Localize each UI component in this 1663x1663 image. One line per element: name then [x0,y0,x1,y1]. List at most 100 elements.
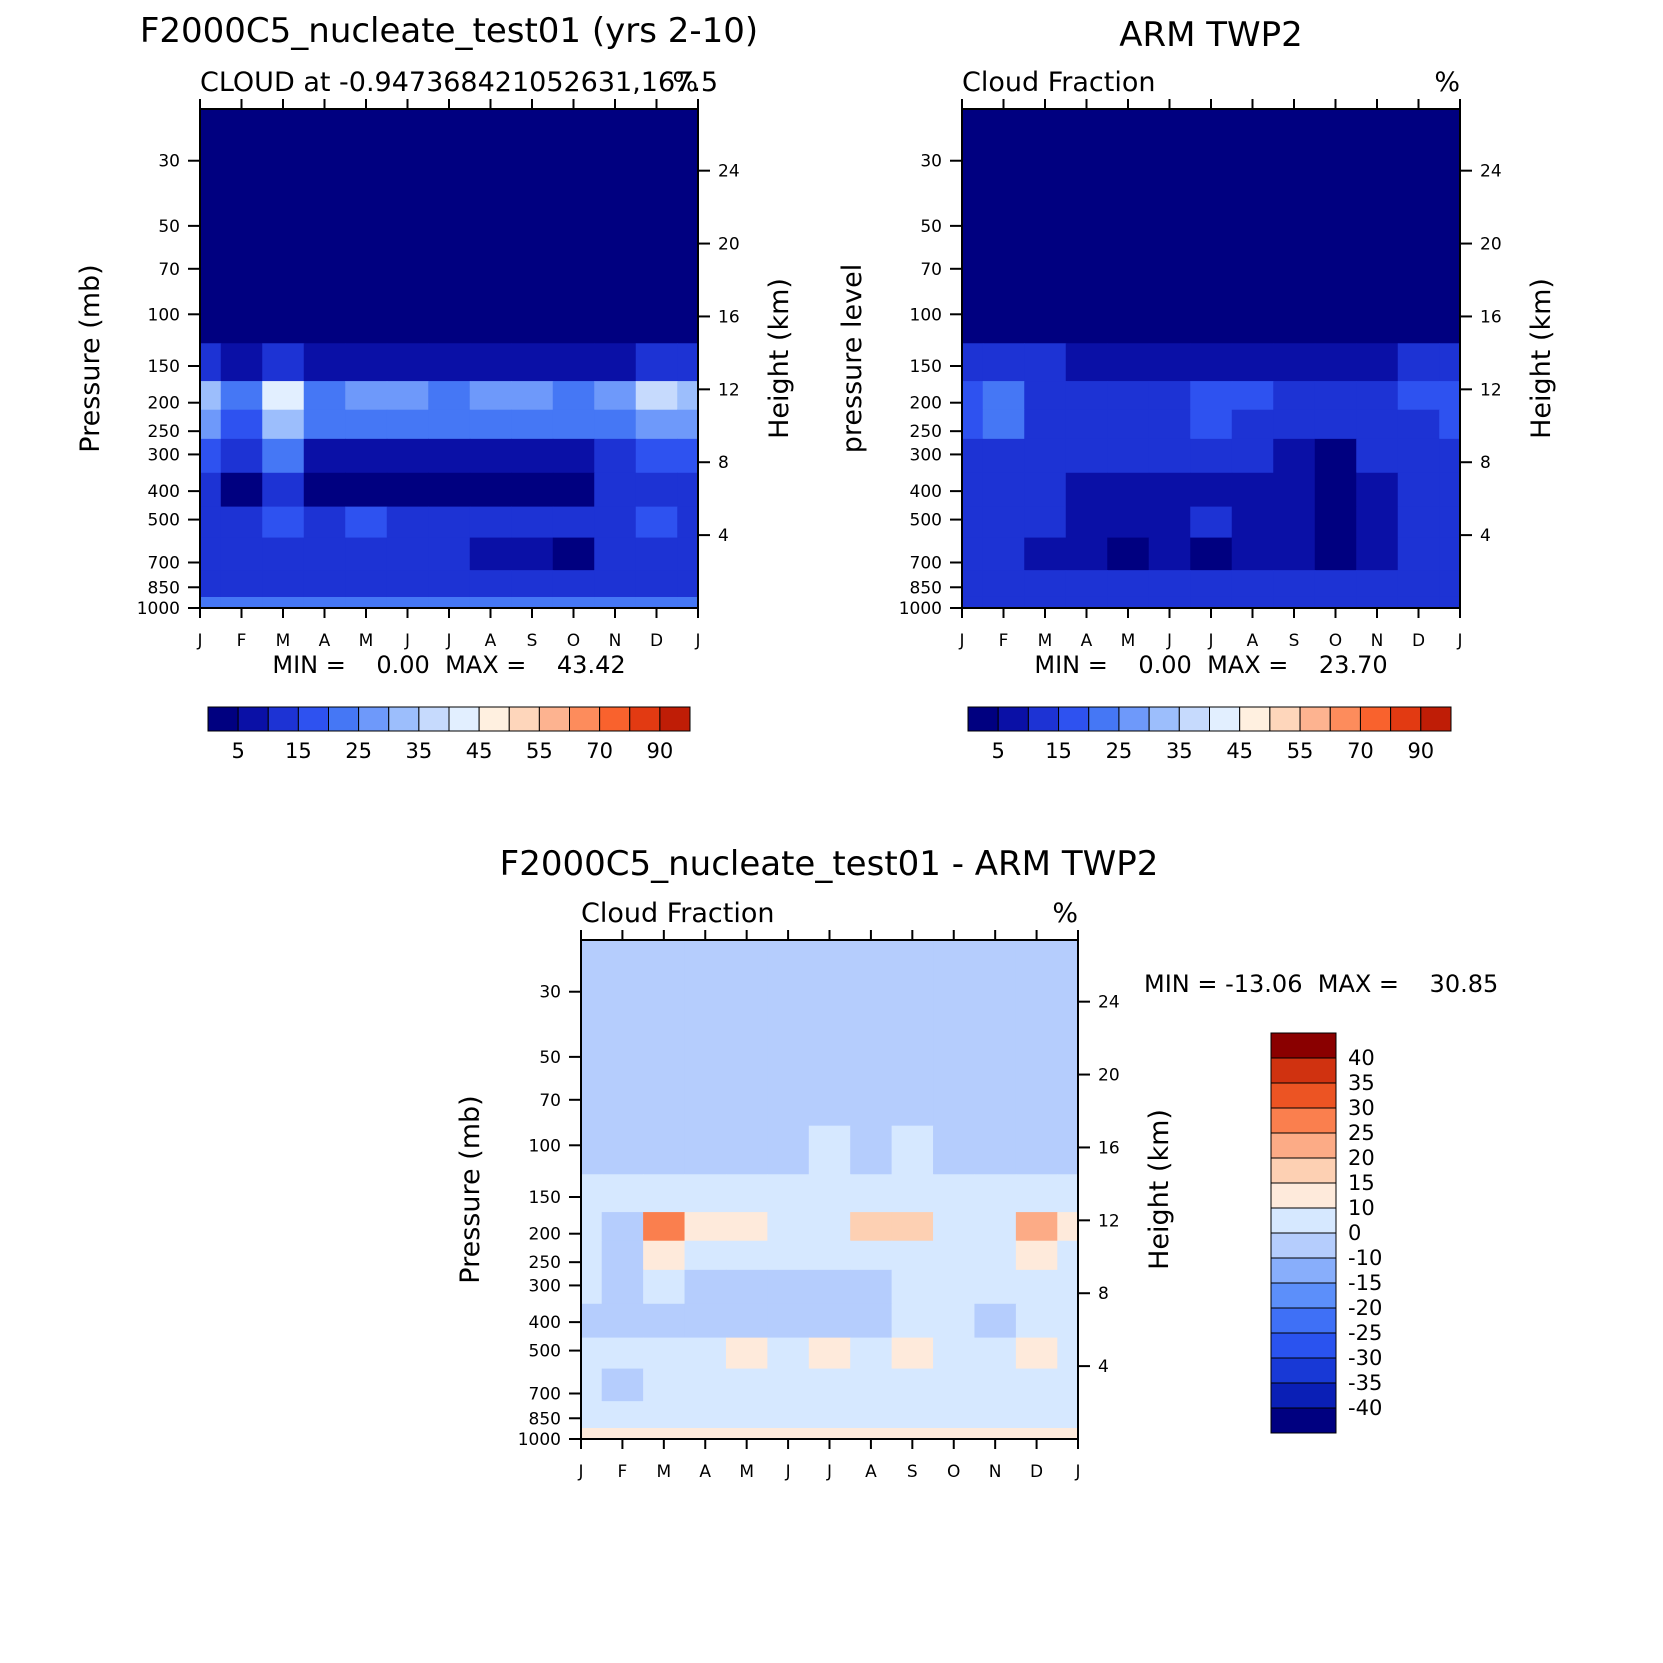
colorbar-box [297,706,329,732]
data-cell [200,438,222,474]
data-cell [1190,472,1233,508]
colorbar-box [1270,1182,1337,1209]
x-tick-label: A [699,1462,711,1482]
data-cell [635,506,678,539]
data-cell [1356,438,1399,474]
y-tick-label: 30 [539,983,561,1003]
data-cell [200,409,222,440]
data-cell [303,472,346,508]
data-cell [891,1427,934,1440]
data-cell [1273,472,1316,508]
data-cell [974,1174,1017,1213]
data-cell [386,167,429,234]
data-cell [1190,537,1233,571]
panel-1: J F M A M J J A S O N D J 30 50 70 100 150 200 250 300 400 500… [75,11,795,763]
data-cell [552,438,595,474]
data-cell [345,596,388,609]
data-cell [1148,570,1191,598]
data-cell [1231,596,1274,609]
data-cell [677,294,699,344]
data-cell [386,233,429,296]
data-cell [581,1368,603,1402]
x-tick-label: F [999,631,1009,651]
data-cell [469,294,512,344]
data-cell [345,506,388,539]
data-cell [1397,294,1440,344]
data-cell [1273,537,1316,571]
data-cell [962,167,984,234]
data-cell [982,596,1025,609]
data-cell [1356,167,1399,234]
colorbar-label: 90 [647,739,674,763]
data-cell [1065,472,1108,508]
data-cell [1314,570,1357,598]
data-cell [677,537,699,571]
y2-tick-label: 8 [1098,1284,1109,1304]
y-tick-label: 30 [158,152,180,172]
data-cell [1439,109,1461,169]
data-cell [428,109,471,169]
data-cell [1107,343,1150,382]
colorbar-box [1270,1307,1337,1334]
data-cell [808,1125,851,1175]
data-cells [581,940,1079,1440]
data-cell [1107,506,1150,539]
data-cell [601,940,644,1000]
data-cell [725,1174,768,1213]
data-cell [200,343,222,382]
x-tick-label: O [1329,631,1342,651]
data-cell [850,1269,893,1305]
x-tick-label: O [947,1462,960,1482]
data-cell [1314,109,1357,169]
data-cell [677,233,699,296]
y-tick-label: 700 [529,1385,561,1405]
data-cell [982,472,1025,508]
data-cell [1024,537,1067,571]
chart-subtitle: CLOUD at -0.947368421052631,167.5 [200,67,718,98]
data-cell [552,381,595,411]
y-tick-label: 500 [529,1342,561,1362]
data-cell [220,596,263,609]
data-cell [303,109,346,169]
chart-title: F2000C5_nucleate_test01 - ARM TWP2 [500,844,1159,884]
data-cell [1148,537,1191,571]
data-cell [1439,506,1461,539]
data-cell [303,537,346,571]
data-cell [962,409,984,440]
data-cell [933,1212,976,1242]
data-cell [1015,1174,1058,1213]
data-cell [594,233,637,296]
data-cell [1231,506,1274,539]
colorbar-box [1270,1357,1337,1384]
data-cell [220,472,263,508]
data-cell [262,596,305,609]
data-cell [891,1269,934,1305]
data-cell [552,167,595,234]
y-tick-label: 400 [910,482,942,502]
data-cell [1314,381,1357,411]
colorbar-label: 45 [466,739,493,763]
data-cell [552,343,595,382]
data-cell [677,438,699,474]
data-cell [262,537,305,571]
data-cell [1107,233,1150,296]
data-cell [1314,343,1357,382]
data-cell [428,438,471,474]
y2-tick-label: 4 [1480,526,1491,546]
colorbar-box [1270,1132,1337,1159]
x-tick-label: N [609,631,622,651]
y2-tick-label: 20 [718,235,740,255]
x-tick-label: M [276,631,291,651]
data-cell [469,109,512,169]
colorbar-box [1270,1057,1337,1084]
x-tick-label: J [826,1462,832,1482]
data-cell [428,381,471,411]
data-cell [262,570,305,598]
data-cell [594,409,637,440]
colorbar-label: 25 [345,739,372,763]
data-cell [428,570,471,598]
y-tick-label: 500 [910,511,942,531]
data-cell [850,998,893,1065]
